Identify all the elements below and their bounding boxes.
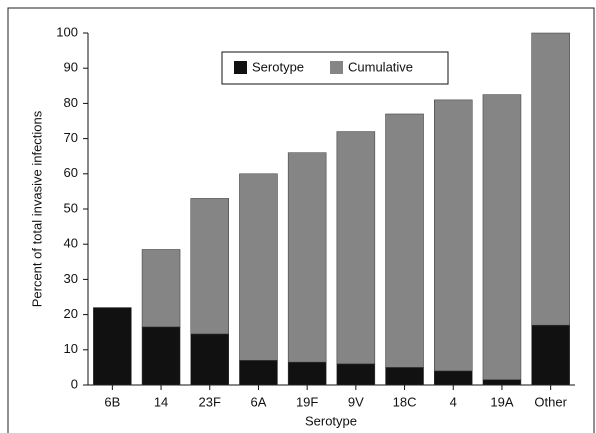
x-tick-label: 6B [104, 394, 120, 409]
bar-segment [141, 326, 181, 386]
y-tick-label: 50 [64, 200, 78, 215]
y-tick-label: 80 [64, 95, 78, 110]
legend-swatch [234, 61, 247, 74]
legend-label: Cumulative [348, 59, 413, 74]
bar-segment [385, 367, 424, 386]
x-tick-label: 14 [154, 394, 168, 409]
x-axis-label: Serotype [305, 413, 357, 428]
legend-label: Serotype [252, 59, 304, 74]
bar-segment [531, 32, 570, 326]
y-tick-label: 10 [64, 341, 78, 356]
y-tick-label: 90 [64, 60, 78, 75]
bar-segment [287, 152, 327, 363]
bar-segment [93, 307, 132, 386]
bar-segment [482, 379, 522, 386]
bar-segment [239, 173, 278, 361]
y-tick-label: 100 [56, 24, 78, 39]
x-tick-label: Other [534, 394, 567, 409]
x-tick-label: 18C [393, 394, 417, 409]
frame [7, 7, 595, 433]
x-tick-label: 23F [199, 394, 221, 409]
bar-segment [336, 363, 376, 386]
bar-segment [141, 249, 181, 328]
x-tick-label: 19A [490, 394, 513, 409]
y-tick-label: 30 [64, 271, 78, 286]
bar-segment [531, 324, 570, 386]
y-tick-label: 0 [71, 376, 78, 391]
bar-segment [287, 361, 327, 386]
bar-segment [385, 113, 424, 368]
x-tick-label: 4 [450, 394, 457, 409]
x-tick-label: 9V [348, 394, 364, 409]
legend-swatch [330, 61, 343, 74]
y-axis-label: Percent of total invasive infections [29, 110, 44, 307]
bar-segment [482, 94, 522, 380]
x-tick-label: 6A [250, 394, 266, 409]
bar-segment [434, 370, 473, 386]
bar-segment [336, 131, 376, 365]
y-tick-label: 40 [64, 236, 78, 251]
y-tick-label: 20 [64, 306, 78, 321]
y-tick-label: 70 [64, 130, 78, 145]
bar-segment [190, 198, 229, 335]
bar-segment [190, 333, 229, 386]
bar-segment [239, 360, 278, 386]
x-tick-label: 19F [296, 394, 318, 409]
bar-segment [434, 99, 473, 372]
y-tick-label: 60 [64, 165, 78, 180]
